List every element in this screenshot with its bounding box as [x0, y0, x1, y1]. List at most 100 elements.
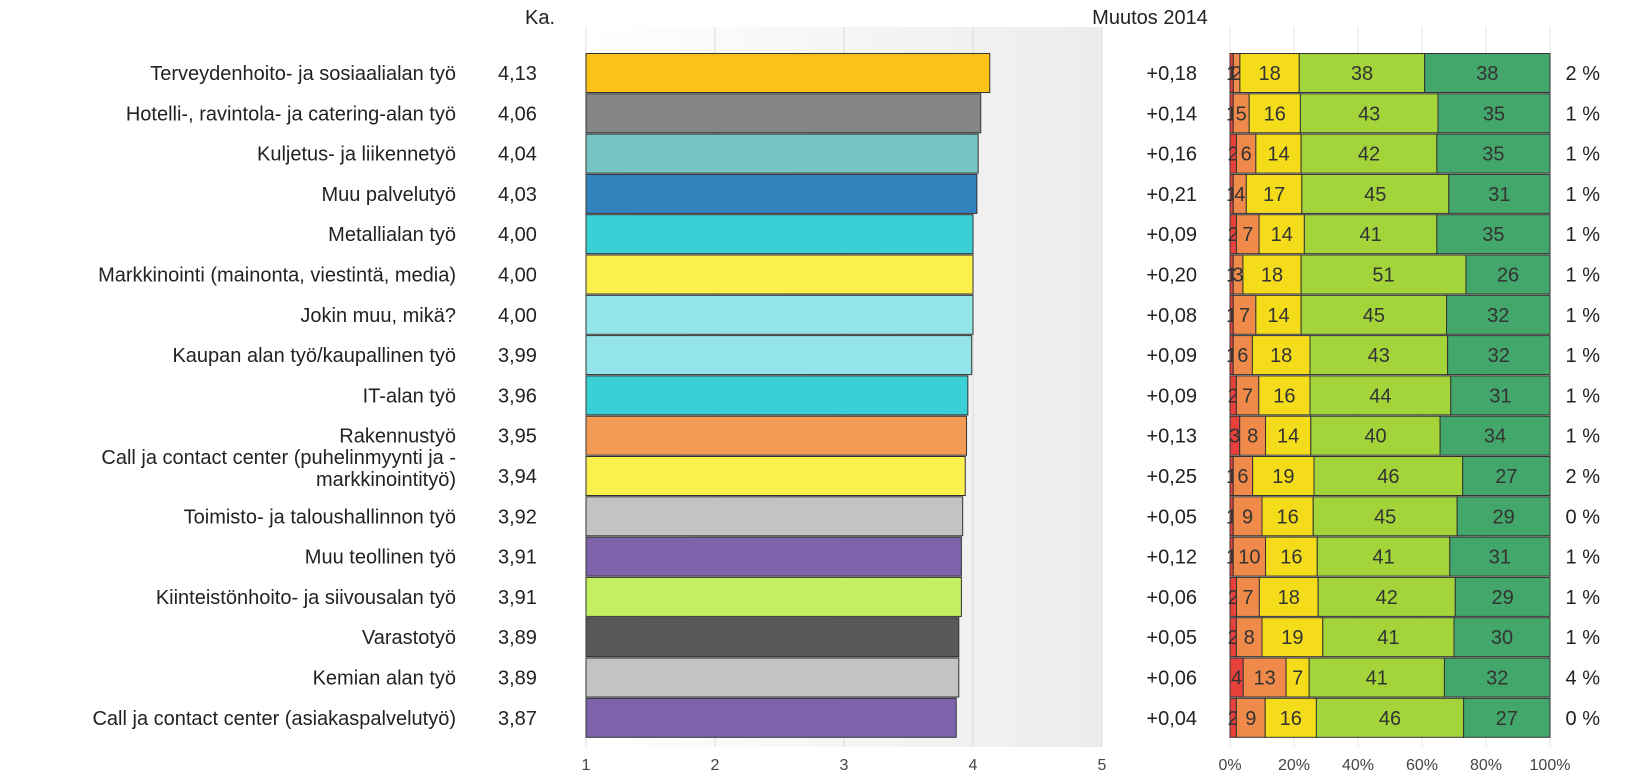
- change-label: +0,25: [1146, 466, 1197, 488]
- mean-value-label: 3,89: [498, 668, 537, 690]
- dist-value-label: 4: [1231, 668, 1242, 690]
- dist-value-label: 26: [1497, 265, 1519, 287]
- missing-pct-label: 0 %: [1566, 506, 1601, 528]
- x-tick-label: 1: [582, 757, 591, 774]
- mean-bar: [585, 133, 979, 174]
- dist-value-label: 16: [1264, 103, 1286, 125]
- mean-bar: [585, 496, 964, 537]
- dist-segment: [1309, 375, 1452, 416]
- dist-segment: [1436, 133, 1551, 174]
- dist-segment: [1313, 456, 1464, 496]
- dist-segment: [1261, 617, 1324, 658]
- dist-segment: [1235, 697, 1266, 738]
- pct-tick-label: 100%: [1530, 757, 1571, 774]
- mean-value-label: 3,94: [498, 466, 537, 488]
- missing-pct-label: 2 %: [1566, 466, 1601, 488]
- dist-value-label: 31: [1489, 547, 1511, 569]
- chart-row: Call ja contact center (asiakaspalveluty…: [92, 697, 1601, 738]
- dist-value-label: 14: [1277, 426, 1299, 448]
- missing-pct-label: 1 %: [1566, 345, 1601, 367]
- dist-segment: [1436, 214, 1551, 255]
- dist-segment: [1258, 576, 1319, 617]
- dist-value-label: 9: [1242, 506, 1253, 528]
- dist-segment: [1265, 415, 1312, 456]
- dist-segment: [1248, 93, 1301, 134]
- dist-segment: [1454, 576, 1551, 617]
- mean-value-label: 3,91: [498, 547, 537, 569]
- dist-value-label: 2: [1228, 708, 1239, 730]
- mean-bar: [585, 617, 960, 658]
- mean-bar: [585, 335, 973, 376]
- category-label: IT-alan työ: [363, 385, 456, 407]
- change-label: +0,20: [1146, 265, 1197, 287]
- mean-value-label: 3,92: [498, 506, 537, 528]
- dist-segment: [1437, 93, 1551, 134]
- missing-pct-label: 4 %: [1566, 668, 1601, 690]
- dist-value-label: 46: [1377, 466, 1399, 488]
- dist-segment: [1264, 697, 1317, 738]
- chart-row: Varastotyö 3,89 +0,05 2 8 19 41 30 1 %: [362, 617, 1600, 658]
- dist-segment: [1301, 173, 1450, 214]
- mean-bar: [585, 456, 966, 496]
- mean-bar: [585, 254, 974, 295]
- dist-value-label: 1: [1226, 547, 1237, 569]
- dist-value-label: 7: [1242, 224, 1253, 246]
- dist-segment: [1312, 496, 1458, 537]
- chart-row: Hotelli-, ravintola- ja catering-alan ty…: [126, 93, 1601, 134]
- dist-value-label: 7: [1242, 385, 1253, 407]
- missing-pct-label: 0 %: [1566, 708, 1601, 730]
- chart-row: Kuljetus- ja liikennetyö 4,04 +0,16 2 6 14 42 3…: [257, 133, 1600, 174]
- mean-value-label: 3,89: [498, 627, 537, 649]
- pct-axis: 0% 20% 40% 60% 80% 100%: [1218, 757, 1570, 774]
- dist-value-label: 2: [1231, 63, 1242, 85]
- dist-value-label: 32: [1488, 345, 1510, 367]
- missing-pct-label: 1 %: [1566, 103, 1601, 125]
- dist-value-label: 16: [1280, 547, 1302, 569]
- dist-value-label: 43: [1368, 345, 1390, 367]
- change-label: +0,06: [1146, 668, 1197, 690]
- mean-bar: [585, 53, 991, 93]
- missing-pct-label: 1 %: [1566, 547, 1601, 569]
- missing-pct-label: 1 %: [1566, 184, 1601, 206]
- dist-value-label: 7: [1239, 305, 1250, 327]
- change-header: Muutos 2014: [1092, 7, 1208, 29]
- dist-segment: [1310, 415, 1441, 456]
- dist-segment: [1447, 335, 1551, 376]
- dist-value-label: 9: [1245, 708, 1256, 730]
- dist-value-label: 2: [1228, 144, 1239, 166]
- dist-value-label: 1: [1226, 63, 1237, 85]
- x-tick-label: 3: [840, 757, 849, 774]
- change-label: +0,14: [1146, 103, 1197, 125]
- dist-value-label: 2: [1228, 224, 1239, 246]
- category-label: Kuljetus- ja liikennetyö: [257, 144, 456, 166]
- dist-value-label: 4: [1234, 184, 1245, 206]
- missing-pct-label: 1 %: [1566, 385, 1601, 407]
- dist-segment: [1242, 657, 1287, 698]
- dist-value-label: 42: [1358, 144, 1380, 166]
- dist-segment: [1258, 375, 1311, 416]
- chart-row: Rakennustyö 3,95 +0,13 3 8 14 40 34 1 %: [339, 415, 1600, 456]
- dist-value-label: 51: [1372, 265, 1394, 287]
- dist-segment: [1261, 496, 1314, 537]
- change-label: +0,08: [1146, 305, 1197, 327]
- mean-value-label: 4,03: [498, 184, 537, 206]
- pct-tick-label: 0%: [1218, 757, 1241, 774]
- dist-segment: [1235, 617, 1263, 658]
- dist-segment: [1446, 294, 1551, 335]
- dist-segment: [1450, 375, 1551, 416]
- dist-value-label: 27: [1495, 466, 1517, 488]
- chart-row: Terveydenhoito- ja sosiaalialan työ 4,13 +…: [150, 53, 1600, 93]
- mean-value-label: 4,00: [498, 224, 537, 246]
- dist-value-label: 44: [1369, 385, 1391, 407]
- change-label: +0,09: [1146, 345, 1197, 367]
- dist-value-label: 1: [1226, 305, 1237, 327]
- dist-segment: [1252, 456, 1315, 496]
- mean-bar: [585, 93, 982, 134]
- dist-value-label: 31: [1489, 385, 1511, 407]
- dist-value-label: 35: [1482, 224, 1504, 246]
- mean-value-label: 4,04: [498, 144, 537, 166]
- dist-value-label: 3: [1233, 265, 1244, 287]
- chart-row: Kemian alan työ 3,89 +0,06 4 13 7 41 32 4 %: [313, 657, 1601, 698]
- mean-value-label: 3,87: [498, 708, 537, 730]
